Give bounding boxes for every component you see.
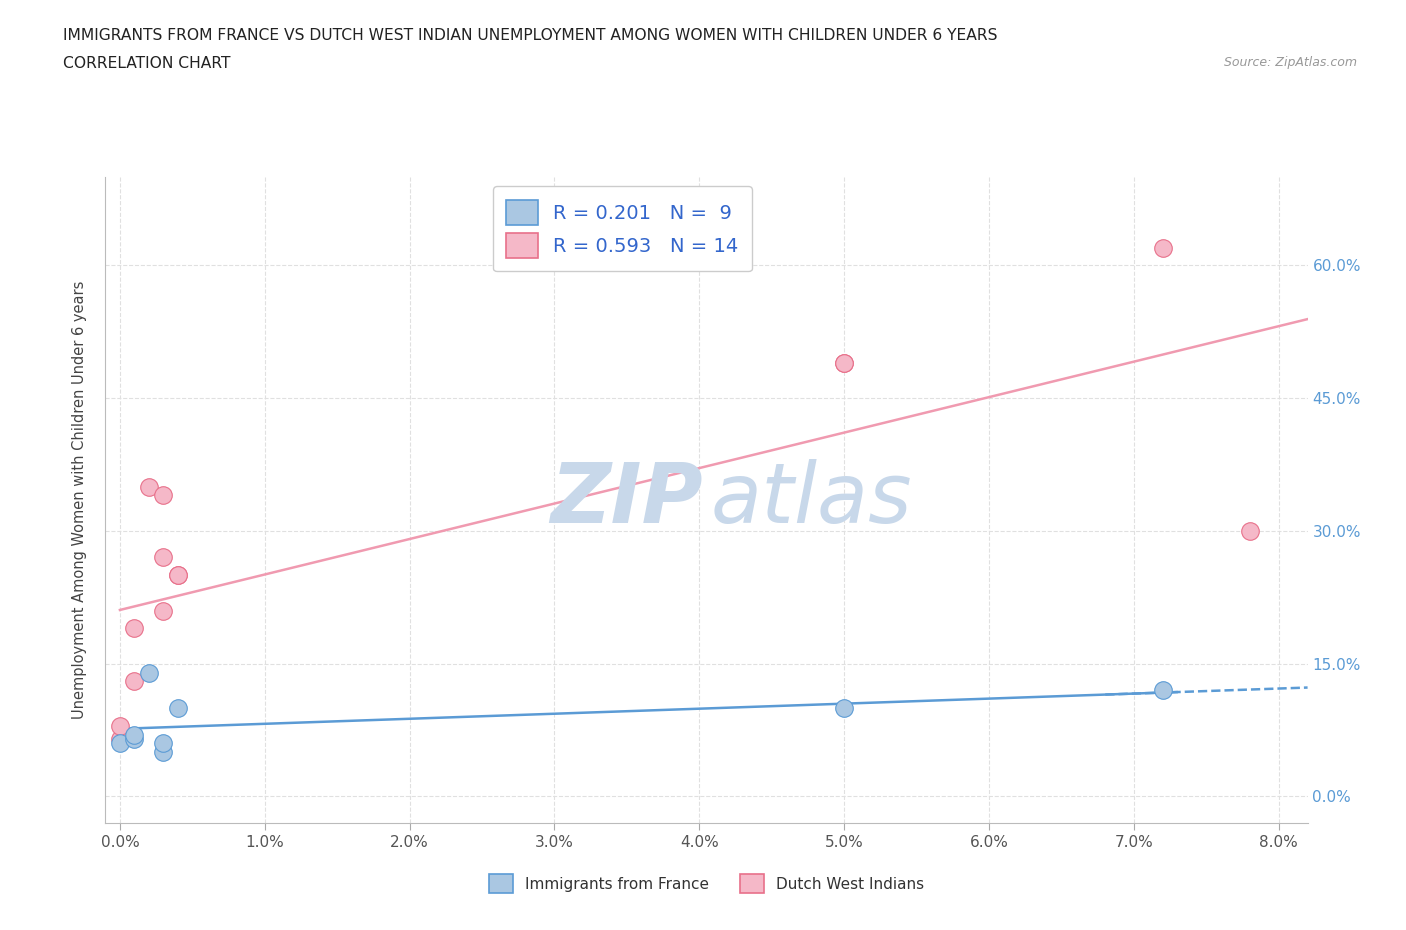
Point: [108, 732, 131, 747]
Legend: Immigrants from France, Dutch West Indians: Immigrants from France, Dutch West India…: [482, 868, 931, 899]
Point: [152, 736, 174, 751]
Text: CORRELATION CHART: CORRELATION CHART: [63, 56, 231, 71]
Point: [152, 604, 174, 618]
Point: [124, 674, 146, 689]
Point: [124, 727, 146, 742]
Point: [1152, 683, 1174, 698]
Point: [167, 567, 190, 582]
Point: [152, 745, 174, 760]
Point: [138, 665, 160, 680]
Point: [832, 355, 855, 370]
Point: [152, 488, 174, 503]
Point: [152, 550, 174, 565]
Point: [1239, 524, 1261, 538]
Point: [124, 732, 146, 747]
Text: Source: ZipAtlas.com: Source: ZipAtlas.com: [1223, 56, 1357, 69]
Text: atlas: atlas: [710, 459, 911, 540]
Point: [832, 700, 855, 715]
Point: [124, 621, 146, 636]
Point: [1152, 240, 1174, 255]
Point: [138, 479, 160, 494]
Point: [167, 700, 190, 715]
Point: [832, 355, 855, 370]
Point: [108, 718, 131, 733]
Point: [167, 567, 190, 582]
Point: [108, 736, 131, 751]
Y-axis label: Unemployment Among Women with Children Under 6 years: Unemployment Among Women with Children U…: [72, 281, 87, 719]
Text: IMMIGRANTS FROM FRANCE VS DUTCH WEST INDIAN UNEMPLOYMENT AMONG WOMEN WITH CHILDR: IMMIGRANTS FROM FRANCE VS DUTCH WEST IND…: [63, 28, 998, 43]
Text: ZIP: ZIP: [550, 459, 703, 540]
